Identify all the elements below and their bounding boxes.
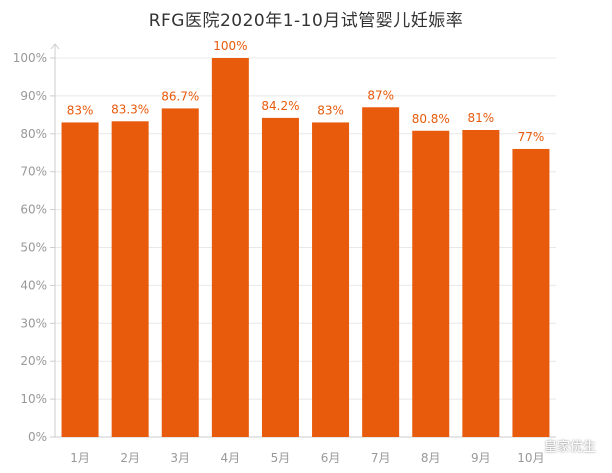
- x-tick-label: 4月: [221, 451, 241, 465]
- y-tick-label: 10%: [20, 392, 47, 406]
- bar: [412, 130, 450, 437]
- y-tick-label: 80%: [20, 127, 47, 141]
- y-tick-label: 30%: [20, 316, 47, 330]
- bar: [312, 122, 350, 438]
- watermark: 皇家优生: [521, 436, 596, 455]
- data-label: 81%: [468, 111, 495, 125]
- y-tick-label: 20%: [20, 354, 47, 368]
- x-tick-label: 9月: [471, 451, 491, 465]
- y-tick-label: 60%: [20, 203, 47, 217]
- x-tick-label: 7月: [371, 451, 391, 465]
- y-tick-label: 90%: [20, 89, 47, 103]
- y-tick-label: 50%: [20, 241, 47, 255]
- y-axis-arrow: [50, 43, 60, 50]
- y-tick-label: 40%: [20, 278, 47, 292]
- bar: [61, 122, 99, 438]
- y-tick-label: 0%: [28, 430, 47, 444]
- chart-title: RFG医院2020年1-10月试管婴儿妊娠率: [148, 11, 464, 31]
- data-label: 83%: [67, 103, 94, 117]
- x-tick-label: 2月: [120, 451, 140, 465]
- bar: [512, 148, 550, 437]
- data-label: 80.8%: [412, 112, 450, 126]
- x-tick-label: 6月: [321, 451, 341, 465]
- bar: [111, 121, 149, 437]
- wechat-icon: [521, 438, 540, 452]
- watermark-text: 皇家优生: [543, 440, 596, 455]
- x-tick-label: 3月: [170, 451, 190, 465]
- x-tick-label: 10月: [517, 451, 544, 465]
- data-label: 100%: [213, 39, 247, 53]
- data-label: 83.3%: [111, 102, 149, 116]
- x-tick-label: 8月: [421, 451, 441, 465]
- data-label: 86.7%: [161, 89, 199, 103]
- y-tick-label: 100%: [13, 51, 47, 65]
- x-tick-label: 5月: [271, 451, 291, 465]
- bar: [261, 117, 299, 438]
- data-label: 77%: [518, 130, 545, 144]
- data-label: 87%: [367, 88, 394, 102]
- y-tick-label: 70%: [20, 165, 47, 179]
- bar: [362, 107, 400, 438]
- x-tick-label: 1月: [70, 451, 90, 465]
- data-label: 83%: [317, 103, 344, 117]
- bar: [211, 58, 249, 437]
- bar: [462, 130, 500, 437]
- data-label: 84.2%: [261, 99, 299, 113]
- bar: [161, 108, 199, 438]
